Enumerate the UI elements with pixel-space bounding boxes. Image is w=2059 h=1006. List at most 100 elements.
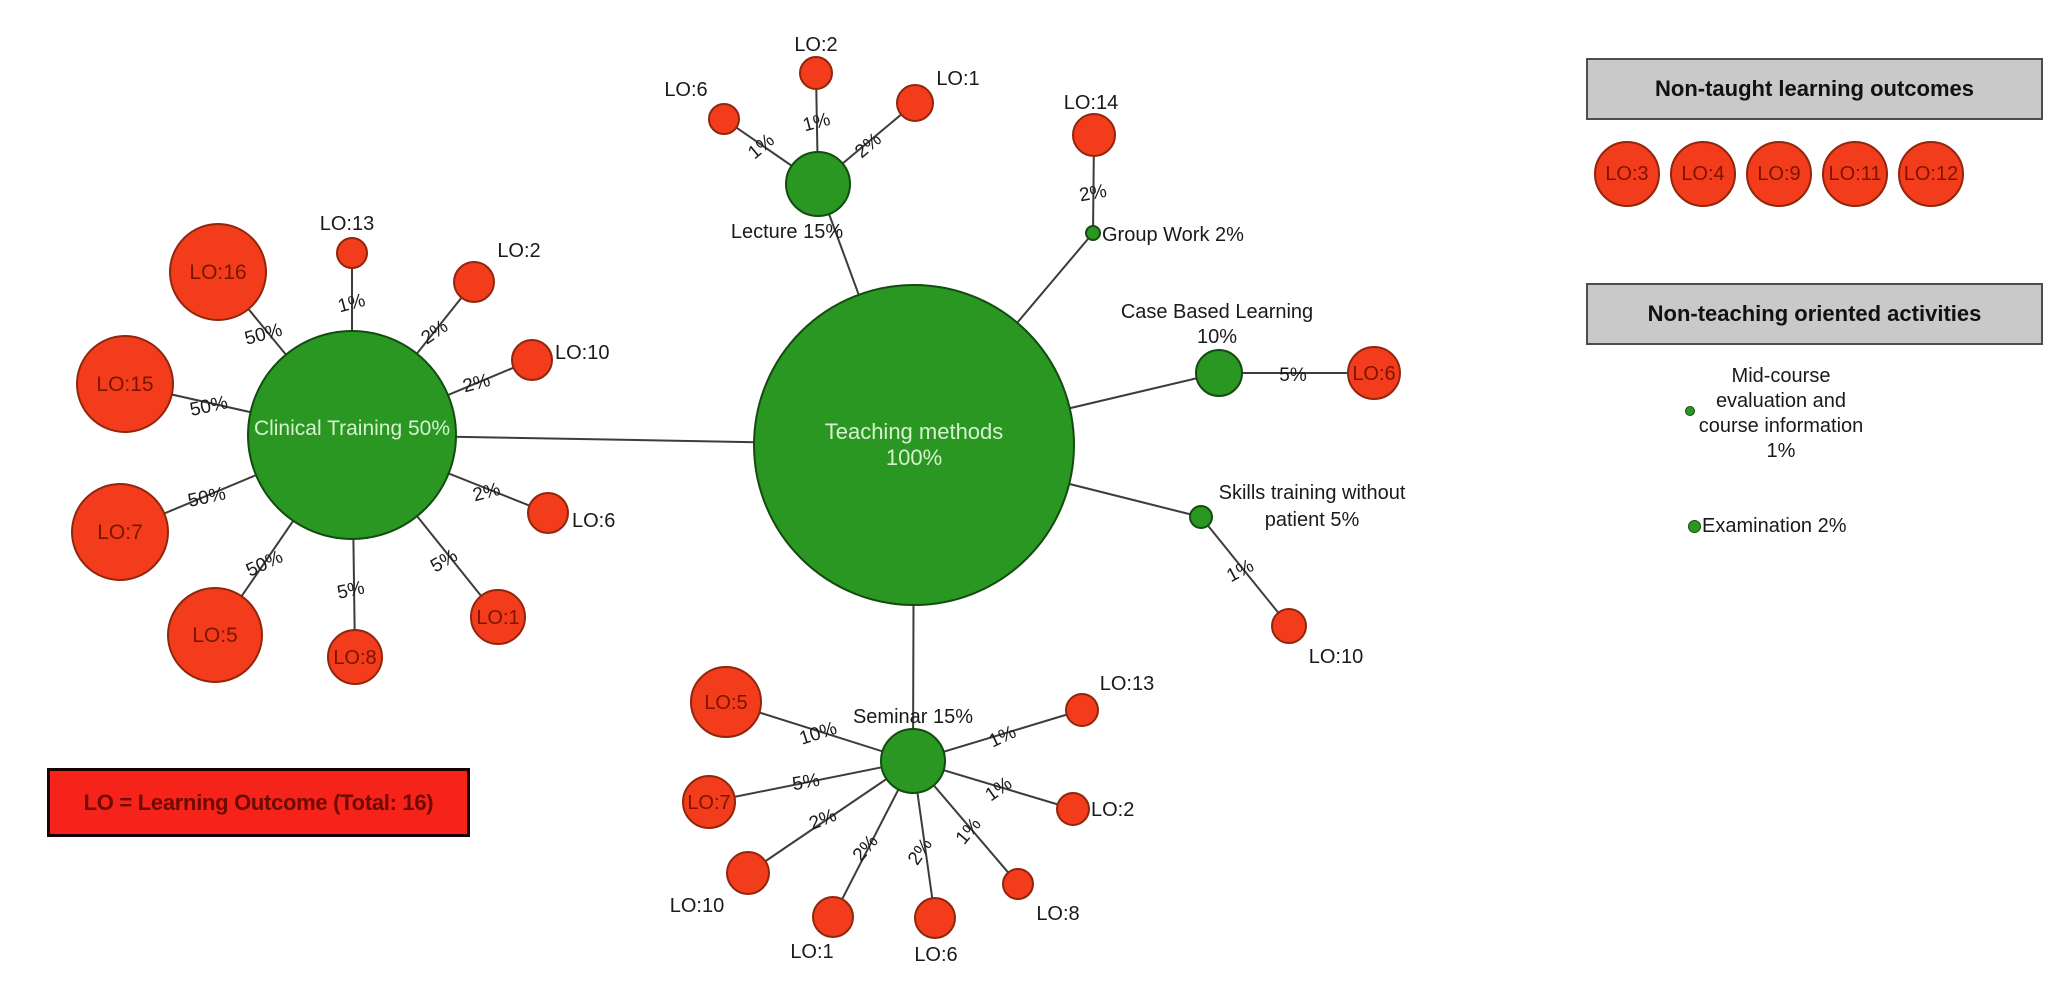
edge-label-seminar-seminar-lo2: 1% <box>982 773 1017 806</box>
node-clinical-lo15 <box>76 335 174 433</box>
edge-seminar-seminar-lo7 <box>708 760 914 803</box>
node-skills <box>1189 505 1213 529</box>
label-clinical-lo7: LO:7 <box>97 521 143 544</box>
node-seminar-lo1 <box>812 896 854 938</box>
label-lecture: Lecture 15% <box>731 221 844 243</box>
node-clinical <box>247 330 457 540</box>
label-clinical-lo13: LO:13 <box>320 213 374 235</box>
examination-label: Examination 2% <box>1702 515 1847 537</box>
node-cbl-lo6 <box>1347 346 1401 400</box>
label-seminar-lo6: LO:6 <box>914 944 957 966</box>
node-groupwork <box>1085 225 1101 241</box>
edge-label-groupwork-groupwork-lo14: 2% <box>1078 181 1109 206</box>
label-seminar: Seminar 15% <box>853 706 973 728</box>
node-clinical-lo8 <box>327 629 383 685</box>
label-clinical-lo10: LO:10 <box>555 342 609 364</box>
label-clinical-lo5: LO:5 <box>192 624 238 647</box>
label-groupwork: Group Work 2% <box>1102 224 1244 246</box>
node-seminar-lo10 <box>726 851 770 895</box>
node-clinical-lo7 <box>71 483 169 581</box>
label-seminar-lo10: LO:10 <box>670 895 724 917</box>
label-skills-lo10: LO:10 <box>1309 646 1363 668</box>
node-lecture-lo6 <box>708 103 740 135</box>
node-clinical-lo1 <box>470 589 526 645</box>
label-seminar-lo1: LO:1 <box>790 941 833 963</box>
label-clinical: Clinical Training 50% <box>254 417 450 440</box>
label-clinical-lo16: LO:16 <box>189 261 246 284</box>
edge-label-seminar-seminar-lo8: 1% <box>952 814 986 849</box>
edge-label-seminar-seminar-lo5: 10% <box>797 718 840 750</box>
node-lecture-lo2 <box>799 56 833 90</box>
label-lecture-lo6: LO:6 <box>664 79 707 101</box>
label-clinical-lo1: LO:1 <box>476 607 519 629</box>
label-seminar-lo13: LO:13 <box>1100 673 1154 695</box>
label-clinical-lo15: LO:15 <box>96 373 153 396</box>
label-cbl: Case Based Learning 10% <box>1121 301 1313 348</box>
node-seminar <box>880 728 946 794</box>
label-lecture-lo2: LO:2 <box>794 34 837 56</box>
label-seminar-lo5: LO:5 <box>704 692 747 714</box>
label-clinical-lo8: LO:8 <box>333 647 376 669</box>
node-lecture-lo1 <box>896 84 934 122</box>
label-teaching: Teaching methods 100% <box>825 419 1004 470</box>
examination-dot-icon <box>1688 520 1701 533</box>
non-taught-lo12: LO:12 <box>1898 141 1964 207</box>
node-seminar-lo6 <box>914 897 956 939</box>
legend-non-teaching-title: Non-teaching oriented activities <box>1586 283 2043 345</box>
edge-label-clinical-clinical-lo8: 5% <box>335 577 366 603</box>
edge-label-seminar-seminar-lo6: 2% <box>904 834 937 869</box>
node-clinical-lo13 <box>336 237 368 269</box>
edge-label-clinical-clinical-lo10: 2% <box>461 370 493 397</box>
edge-label-seminar-seminar-lo10: 2% <box>806 805 839 835</box>
edge-label-lecture-lecture-lo1: 2% <box>851 129 886 163</box>
node-groupwork-lo14 <box>1072 113 1116 157</box>
edge-skills-skills-lo10 <box>1200 516 1290 627</box>
node-seminar-lo7 <box>682 775 736 829</box>
label-clinical-lo6: LO:6 <box>572 510 615 532</box>
label-seminar-lo2: LO:2 <box>1091 799 1134 821</box>
edge-label-lecture-lecture-lo6: 1% <box>744 130 779 164</box>
edge-label-clinical-clinical-lo7: 50% <box>186 483 228 511</box>
node-clinical-lo10 <box>511 339 553 381</box>
edge-label-clinical-clinical-lo13: 1% <box>336 290 368 317</box>
node-teaching <box>753 284 1075 606</box>
non-taught-lo4: LO:4 <box>1670 141 1736 207</box>
node-seminar-lo13 <box>1065 693 1099 727</box>
non-taught-lo3: LO:3 <box>1594 141 1660 207</box>
edge-label-clinical-clinical-lo1: 5% <box>427 545 461 577</box>
label-cbl-lo6: LO:6 <box>1352 363 1395 385</box>
label-groupwork-lo14: LO:14 <box>1064 92 1118 114</box>
label-seminar-lo7: LO:7 <box>687 792 730 814</box>
mid-course-evaluation-label: Mid-course evaluation and course informa… <box>1698 365 1864 462</box>
node-seminar-lo2 <box>1056 792 1090 826</box>
node-seminar-lo5 <box>690 666 762 738</box>
edge-label-cbl-cbl-lo6: 5% <box>1279 365 1307 386</box>
label-clinical-lo2: LO:2 <box>497 240 540 262</box>
edge-label-clinical-clinical-lo5: 50% <box>243 546 286 581</box>
learning-outcome-note: LO = Learning Outcome (Total: 16) <box>47 768 470 837</box>
edge-label-seminar-seminar-lo7: 5% <box>791 770 822 795</box>
non-taught-lo9: LO:9 <box>1746 141 1812 207</box>
non-taught-lo11: LO:11 <box>1822 141 1888 207</box>
node-clinical-lo6 <box>527 492 569 534</box>
node-clinical-lo2 <box>453 261 495 303</box>
node-seminar-lo8 <box>1002 868 1034 900</box>
legend-non-taught-title: Non-taught learning outcomes <box>1586 58 2043 120</box>
mid-course-dot-icon <box>1685 406 1695 416</box>
edge-label-clinical-clinical-lo2: 2% <box>418 316 453 349</box>
edge-label-lecture-lecture-lo2: 1% <box>801 109 833 136</box>
edge-label-seminar-seminar-lo1: 2% <box>849 831 883 866</box>
node-lecture <box>785 151 851 217</box>
edge-label-clinical-clinical-lo15: 50% <box>188 392 230 420</box>
label-seminar-lo8: LO:8 <box>1036 903 1079 925</box>
edge-seminar-seminar-lo10 <box>747 760 914 874</box>
node-cbl <box>1195 349 1243 397</box>
node-clinical-lo16 <box>169 223 267 321</box>
edge-label-seminar-seminar-lo13: 1% <box>986 722 1020 753</box>
label-skills: Skills training without patient 5% <box>1219 482 1406 531</box>
node-circles <box>71 56 1401 939</box>
node-clinical-lo5 <box>167 587 263 683</box>
label-lecture-lo1: LO:1 <box>936 68 979 90</box>
